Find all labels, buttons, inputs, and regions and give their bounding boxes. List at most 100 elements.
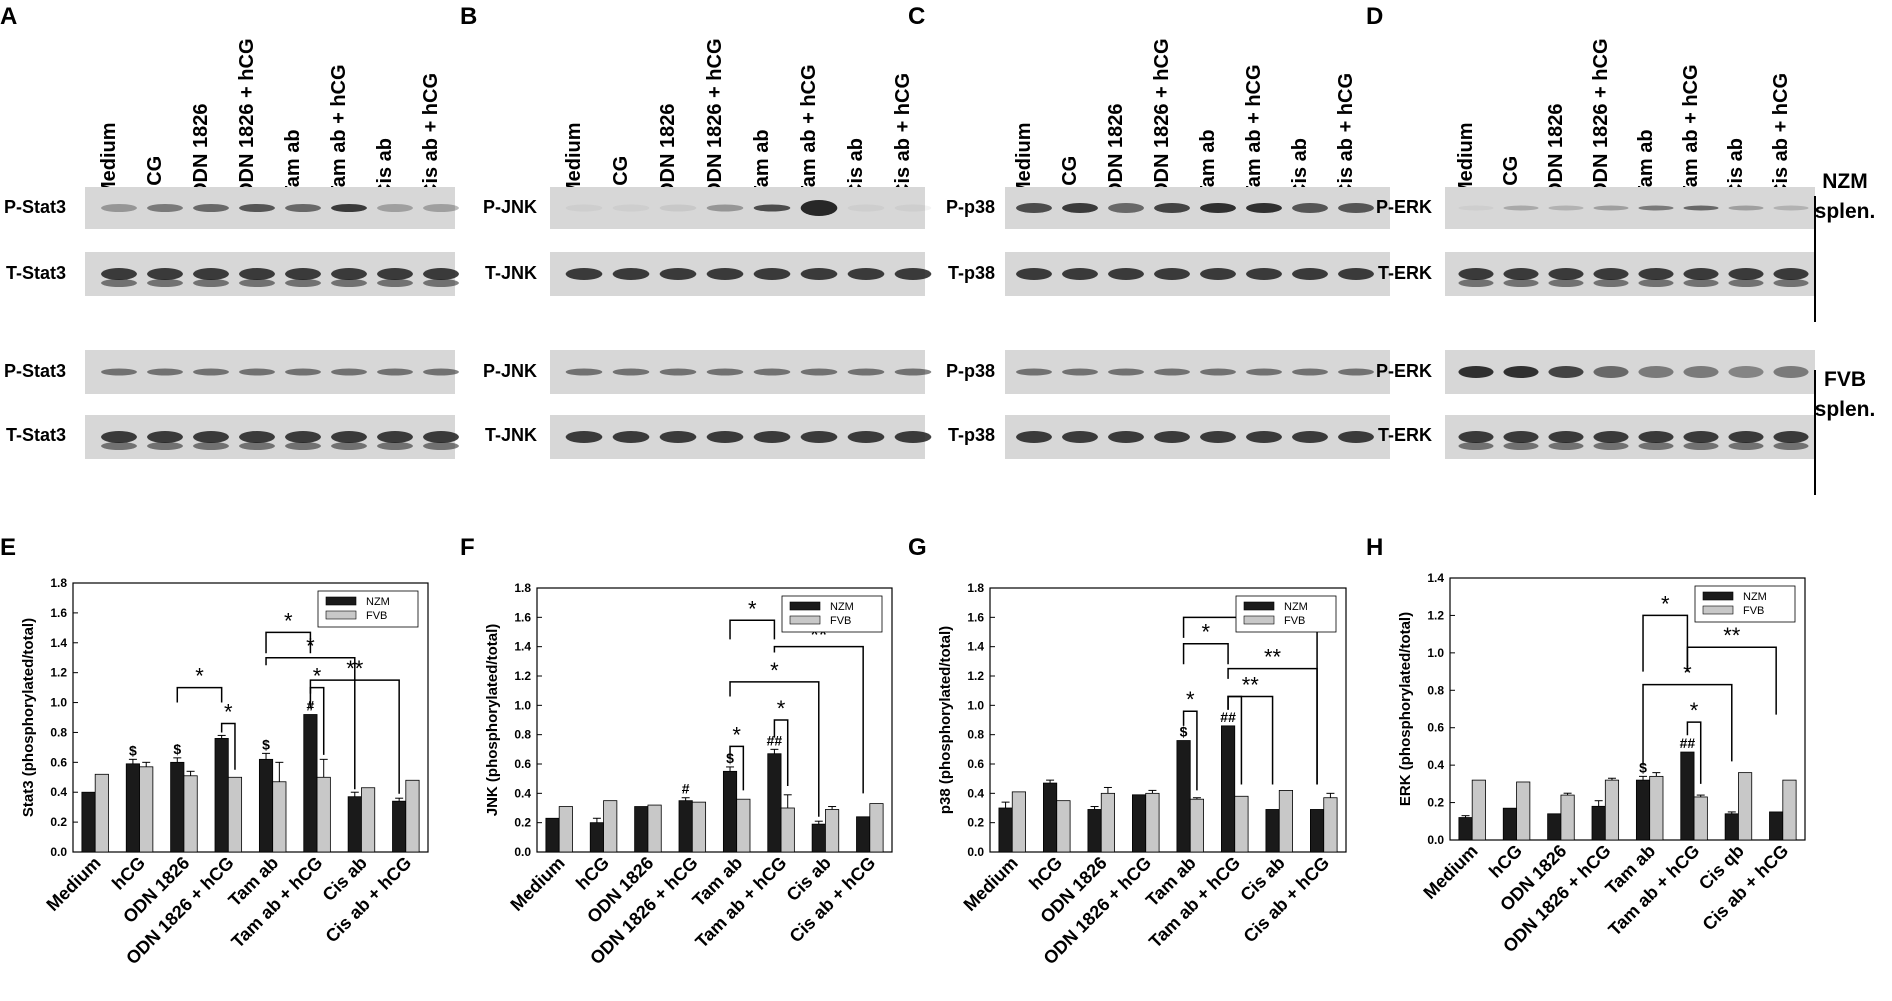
- lane-label: Tam ab + hCG: [798, 64, 820, 198]
- blot-band: [147, 268, 183, 280]
- y-tick-label: 1.8: [967, 581, 984, 595]
- y-tick-label: 0.2: [1427, 796, 1444, 810]
- bar-nzm: [1458, 817, 1473, 841]
- blot-band: [753, 431, 791, 443]
- blot-band: [1548, 442, 1584, 450]
- blot-band: [101, 268, 137, 280]
- significance-bracket: [265, 656, 356, 790]
- blot-band: [565, 431, 603, 443]
- blot-band: [1246, 203, 1282, 213]
- blot-band: [1593, 205, 1629, 211]
- blot-band: [565, 204, 603, 212]
- y-tick-label: 1.6: [514, 610, 531, 624]
- significance-star: **: [346, 656, 364, 681]
- bar-nzm: [856, 816, 871, 853]
- blot-band: [1728, 205, 1764, 211]
- blot-band: [1292, 431, 1328, 443]
- blot-band: [1548, 279, 1584, 287]
- significance-star: *: [1690, 698, 1699, 723]
- bar-nzm: [1635, 779, 1651, 841]
- blot-band: [847, 368, 885, 376]
- blot-band: [753, 268, 791, 280]
- lane-label: Cis ab + hCG: [892, 73, 914, 198]
- lane-label: Cis ab + hCG: [1335, 73, 1357, 198]
- y-tick-label: 1.4: [1427, 571, 1444, 585]
- panel-letter: E: [0, 534, 16, 561]
- bar-fvb: [405, 779, 420, 853]
- panel-letter: G: [908, 534, 927, 561]
- blot-band: [147, 368, 183, 376]
- blot-band: [1593, 279, 1629, 287]
- bar-fvb: [272, 781, 287, 853]
- blot-band: [1728, 279, 1764, 287]
- blot-row-label: P-Stat3: [4, 361, 66, 381]
- significance-bracket: [1227, 667, 1318, 785]
- lane-label: Tam ab + hCG: [328, 64, 350, 198]
- blot-band: [1503, 268, 1539, 280]
- x-category-label: hCG: [1485, 841, 1526, 882]
- bar-nzm: [767, 753, 782, 853]
- blot-band: [101, 368, 137, 376]
- blot-band: [1338, 431, 1374, 443]
- blot-band: [423, 368, 459, 376]
- blot-band: [565, 368, 603, 376]
- lane-label: Medium: [1455, 122, 1477, 198]
- bar-fvb: [1145, 792, 1160, 853]
- blot-band: [847, 204, 885, 212]
- blot-band: [1548, 205, 1584, 211]
- y-tick-label: 0.6: [967, 757, 984, 771]
- blot-band: [894, 268, 932, 280]
- lane-label: Cis ab + hCG: [420, 73, 442, 198]
- significance-bracket: [773, 645, 864, 794]
- blot-band: [612, 431, 650, 443]
- lane-label: Medium: [1013, 122, 1035, 198]
- legend-swatch: [789, 601, 821, 611]
- significance-bracket: [1642, 614, 1689, 672]
- plot-frame: [72, 582, 429, 853]
- group-label: NZM splen.: [1815, 170, 1876, 223]
- bar-nzm: [1724, 813, 1739, 841]
- significance-star: *: [1186, 687, 1195, 712]
- lane-label: Cis ab: [374, 138, 396, 198]
- blot-band: [239, 368, 275, 376]
- significance-bracket: [220, 722, 236, 770]
- lane-label: Tam ab: [282, 129, 304, 198]
- blot-band: [1200, 268, 1236, 280]
- bar-fvb: [691, 801, 707, 853]
- lane-label: ODN 1826 + hCG: [236, 38, 258, 198]
- blot-band: [331, 204, 367, 212]
- bar-fvb: [1234, 795, 1249, 853]
- blot-band: [1773, 279, 1809, 287]
- panel-letter: C: [908, 3, 925, 30]
- y-tick-label: 1.0: [1427, 646, 1444, 660]
- bar-fvb: [1278, 790, 1294, 853]
- blot-band: [1016, 431, 1052, 443]
- blot-band: [1638, 205, 1674, 211]
- blot-band: [377, 442, 413, 450]
- significance-bracket: [176, 686, 223, 703]
- y-tick-label: 1.6: [967, 610, 984, 624]
- bar-fvb: [869, 803, 884, 853]
- blot-band: [1728, 366, 1764, 378]
- plot-frame: [1449, 577, 1806, 841]
- bar-fvb: [780, 807, 795, 853]
- lane-label: Tam ab: [1197, 129, 1219, 198]
- blot-band: [1683, 366, 1719, 378]
- blot-band: [800, 200, 838, 216]
- blot-row-label: P-JNK: [483, 197, 537, 217]
- blot-band: [101, 279, 137, 287]
- blot-band: [1548, 366, 1584, 378]
- y-tick-label: 1.2: [514, 669, 531, 683]
- blot-row-label: P-ERK: [1376, 197, 1432, 217]
- blot-band: [239, 279, 275, 287]
- y-tick-label: 0.4: [1427, 758, 1444, 772]
- blot-band: [753, 204, 791, 212]
- lane-label: ODN 1826: [657, 104, 679, 199]
- significance-bracket: [1686, 721, 1702, 784]
- bar-nzm: [1265, 809, 1280, 853]
- blot-band: [423, 442, 459, 450]
- blot-band: [1593, 431, 1629, 443]
- bar-nzm: [347, 796, 362, 853]
